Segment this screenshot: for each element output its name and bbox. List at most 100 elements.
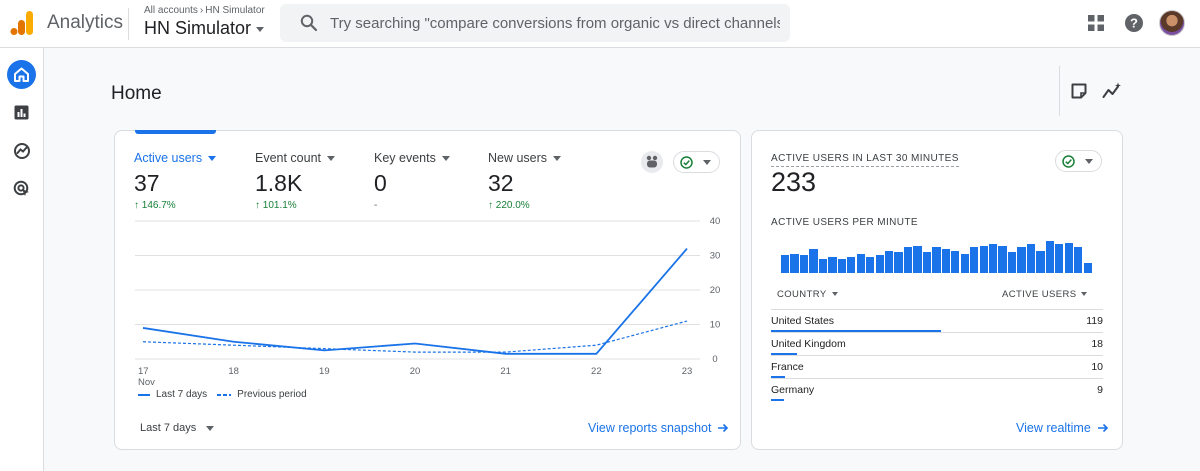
per-minute-bar <box>866 257 875 273</box>
legend-previous-label: Previous period <box>237 389 307 400</box>
table-row[interactable]: France 10 <box>771 355 1103 378</box>
caret-down-icon <box>256 26 265 32</box>
country-name: France <box>771 361 804 373</box>
country-name: Germany <box>771 384 815 396</box>
search-bar[interactable] <box>280 4 790 42</box>
country-share-bar <box>771 376 786 378</box>
country-name: United Kingdom <box>771 338 846 350</box>
avatar[interactable] <box>1159 10 1185 36</box>
breadcrumb-account: HN Simulator <box>205 5 265 16</box>
metric-value: 0 <box>374 170 387 196</box>
metric-event-count[interactable]: Event count 1.8K ↑ 101.1% <box>255 151 336 211</box>
metric-key-events[interactable]: Key events 0 - <box>374 151 450 211</box>
x-tick-label: 19 <box>319 366 330 377</box>
overview-card: Active users 37 ↑ 146.7% Event count 1.8… <box>114 130 741 450</box>
insights-icon[interactable] <box>1102 82 1122 100</box>
metric-label: Key events <box>374 151 436 165</box>
page-title: Home <box>111 83 162 104</box>
home-icon <box>14 67 29 82</box>
x-month-label: Nov <box>138 377 155 385</box>
per-minute-bar <box>951 250 960 273</box>
help-icon[interactable]: ? <box>1123 12 1145 34</box>
legend-current-label: Last 7 days <box>156 389 208 400</box>
view-realtime-link[interactable]: View realtime <box>1016 421 1109 435</box>
per-minute-bar <box>913 245 922 273</box>
column-header-active-users[interactable]: ACTIVE USERS <box>1002 289 1088 300</box>
metric-value: 37 <box>134 170 160 196</box>
x-tick-label: 23 <box>682 366 693 377</box>
metric-value: 32 <box>488 170 514 196</box>
per-minute-bar <box>885 250 894 273</box>
per-minute-bar <box>1007 252 1017 273</box>
property-selector[interactable]: HN Simulator <box>144 18 265 39</box>
metric-change: 101.1% <box>262 200 297 211</box>
bar-chart-icon <box>14 105 29 120</box>
metric-active-users[interactable]: Active users 37 ↑ 146.7% <box>134 151 217 211</box>
metric-change: - <box>374 200 378 211</box>
y-tick-label: 0 <box>712 354 717 365</box>
legend-solid-swatch <box>138 393 150 396</box>
nav-home[interactable] <box>7 60 36 89</box>
table-row[interactable]: Germany 9 <box>771 378 1103 401</box>
realtime-data-quality-dropdown[interactable] <box>1055 150 1102 172</box>
per-minute-bar-chart <box>781 241 1093 273</box>
country-name: United States <box>771 315 835 327</box>
metric-new-users[interactable]: New users 32 ↑ 220.0% <box>488 151 562 211</box>
y-tick-label: 30 <box>710 251 721 262</box>
realtime-card: ACTIVE USERS IN LAST 30 MINUTES 233 ACTI… <box>751 130 1123 450</box>
nav-advertising[interactable] <box>7 174 36 203</box>
apps-grid-icon[interactable] <box>1085 12 1107 34</box>
notes-icon[interactable] <box>1070 82 1088 100</box>
column-header-label: COUNTRY <box>777 289 827 300</box>
insights-bot-icon[interactable] <box>641 151 663 173</box>
search-input[interactable] <box>330 4 780 42</box>
country-users: 119 <box>1086 315 1103 327</box>
app-name: Analytics <box>47 12 124 33</box>
per-minute-bar <box>847 257 856 273</box>
nav-explore[interactable] <box>7 136 36 165</box>
breadcrumb[interactable]: All accounts › HN Simulator <box>144 5 265 16</box>
x-tick-label: 21 <box>500 366 511 377</box>
y-tick-label: 10 <box>710 320 721 331</box>
per-minute-bar <box>979 245 988 273</box>
arrow-right-icon <box>1097 423 1108 433</box>
per-minute-bar <box>828 257 837 273</box>
link-label: View realtime <box>1016 421 1091 435</box>
per-minute-bar <box>960 253 969 273</box>
per-minute-bar <box>932 247 941 273</box>
arrow-up-icon: ↑ <box>488 200 496 211</box>
date-range-selector[interactable]: Last 7 days <box>140 422 215 434</box>
per-minute-bar <box>875 255 884 273</box>
x-tick-label: 18 <box>228 366 239 377</box>
x-tick-label: 22 <box>591 366 602 377</box>
per-minute-bar <box>894 252 903 273</box>
y-tick-label: 40 <box>710 216 721 227</box>
data-quality-dropdown[interactable] <box>673 151 720 173</box>
check-circle-icon <box>1062 154 1075 168</box>
table-row[interactable]: United Kingdom 18 <box>771 332 1103 355</box>
realtime-title[interactable]: ACTIVE USERS IN LAST 30 MINUTES <box>771 153 959 167</box>
metric-label: New users <box>488 151 548 165</box>
country-share-bar <box>771 399 784 401</box>
column-header-country[interactable]: COUNTRY <box>777 289 838 300</box>
metric-change: 220.0% <box>495 200 530 211</box>
per-minute-bar <box>1045 241 1054 273</box>
realtime-value: 233 <box>771 167 817 197</box>
table-row[interactable]: United States 119 <box>771 309 1103 332</box>
view-reports-snapshot-link[interactable]: View reports snapshot <box>588 421 729 435</box>
trend-chart: 0 10 20 30 40 17 18 19 20 21 22 23 Nov <box>135 216 721 385</box>
link-label: View reports snapshot <box>588 421 712 435</box>
y-tick-label: 20 <box>710 285 721 296</box>
analytics-logo[interactable] <box>10 10 34 36</box>
caret-down-icon <box>208 156 217 162</box>
per-minute-bar <box>1036 250 1045 273</box>
chevron-right-icon: › <box>199 5 204 16</box>
per-minute-bar <box>1083 263 1092 273</box>
arrow-right-icon <box>718 423 729 433</box>
per-minute-bar <box>837 258 846 273</box>
caret-down-icon <box>206 425 215 431</box>
series-line-current <box>142 248 688 355</box>
divider <box>128 8 129 40</box>
per-minute-bar <box>781 255 790 273</box>
nav-reports[interactable] <box>7 98 36 127</box>
